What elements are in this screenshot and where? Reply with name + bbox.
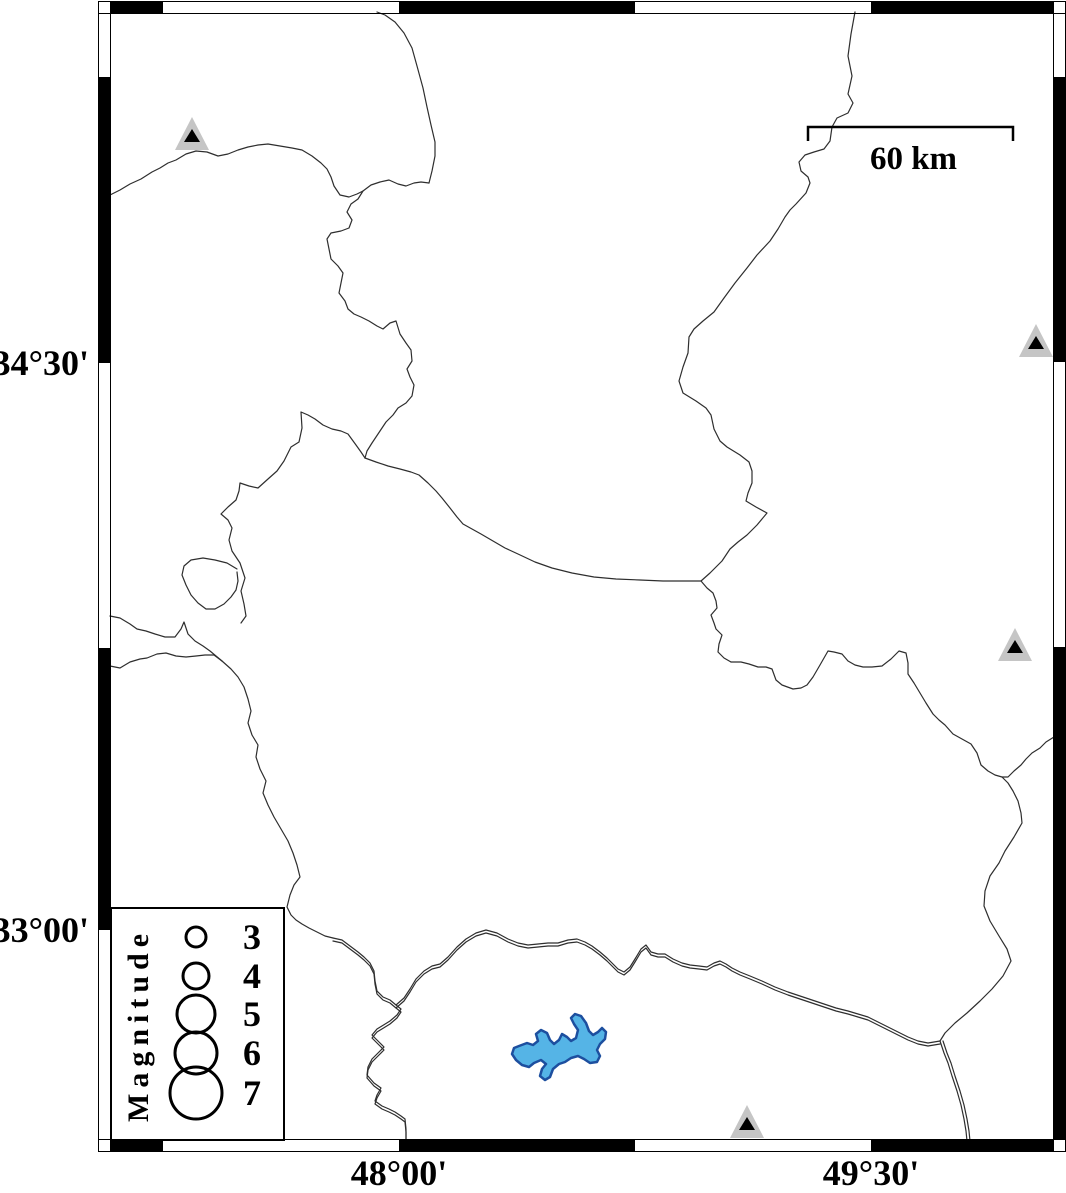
map-frame [98, 1, 1066, 1152]
station-marker [175, 117, 209, 150]
boundary-line [678, 11, 856, 663]
legend-magnitude-label: 3 [243, 917, 261, 957]
boundary-line [109, 652, 223, 669]
frame-segment [1054, 647, 1065, 1140]
boundary-line [939, 1040, 968, 1142]
boundary-line [181, 557, 239, 610]
legend-magnitude-circle [173, 1030, 219, 1076]
legend-magnitude-circle [181, 961, 211, 991]
left-axis-label-34-30: 34°30' [0, 343, 89, 383]
scale-bar-label: 60 km [870, 141, 957, 177]
legend-magnitude-circle [184, 925, 208, 949]
frame-segment [871, 2, 1054, 13]
left-axis-label-33-00: 33°00' [0, 910, 89, 950]
province-boundaries-layer [109, 11, 1055, 1145]
legend-magnitude-label: 7 [243, 1073, 261, 1113]
legend-magnitude-label: 4 [243, 956, 261, 996]
scale-bar: 60 km [806, 125, 1015, 177]
boundary-line [730, 650, 1023, 1042]
bottom-axis-label-48-00: 48°00' [351, 1153, 447, 1193]
legend-magnitude-label: 6 [243, 1033, 261, 1073]
station-triangle-inner-icon [739, 1117, 755, 1130]
boundary-line [221, 660, 334, 939]
station-marker [730, 1105, 764, 1138]
frame-segment [399, 1140, 635, 1151]
frame-segment [1054, 77, 1065, 362]
boundary-line [109, 615, 223, 662]
frame-segment [110, 1140, 163, 1151]
frame-segment [110, 2, 163, 13]
frame-segment [399, 2, 635, 13]
boundary-line [364, 457, 702, 582]
boundary-line [376, 11, 436, 184]
frame-segment [99, 648, 110, 930]
boundary-line [220, 411, 366, 624]
axis-labels: 34°30' 33°00' 48°00' 49°30' [0, 343, 919, 1193]
boundary-line [109, 143, 430, 198]
frame-corner-lines [98, 1, 1066, 1152]
legend-magnitude-circle [168, 1065, 224, 1121]
station-markers-layer [175, 117, 1053, 1138]
boundary-line-double [332, 940, 407, 1145]
boundary-line [1001, 736, 1055, 778]
legend-magnitude-label: 5 [243, 994, 261, 1034]
station-triangle-inner-icon [1028, 336, 1044, 349]
boundary-line [326, 190, 415, 459]
legend-title: Magnitude [122, 928, 155, 1122]
boundary-line-double [395, 932, 941, 1047]
frame-segment [871, 1140, 1054, 1151]
station-marker [1019, 324, 1053, 357]
station-triangle-inner-icon [184, 129, 200, 142]
scale-bar-bracket [806, 125, 1015, 141]
boundary-line [395, 929, 941, 1044]
boundary-line-double [942, 1040, 971, 1142]
station-marker [998, 628, 1032, 661]
frame-segment [99, 77, 110, 363]
lake [510, 1012, 608, 1082]
station-triangle-inner-icon [1007, 640, 1023, 653]
bottom-axis-label-49-30: 49°30' [823, 1153, 919, 1193]
frame-inner-line [110, 13, 1054, 1140]
boundary-line [332, 937, 407, 1142]
